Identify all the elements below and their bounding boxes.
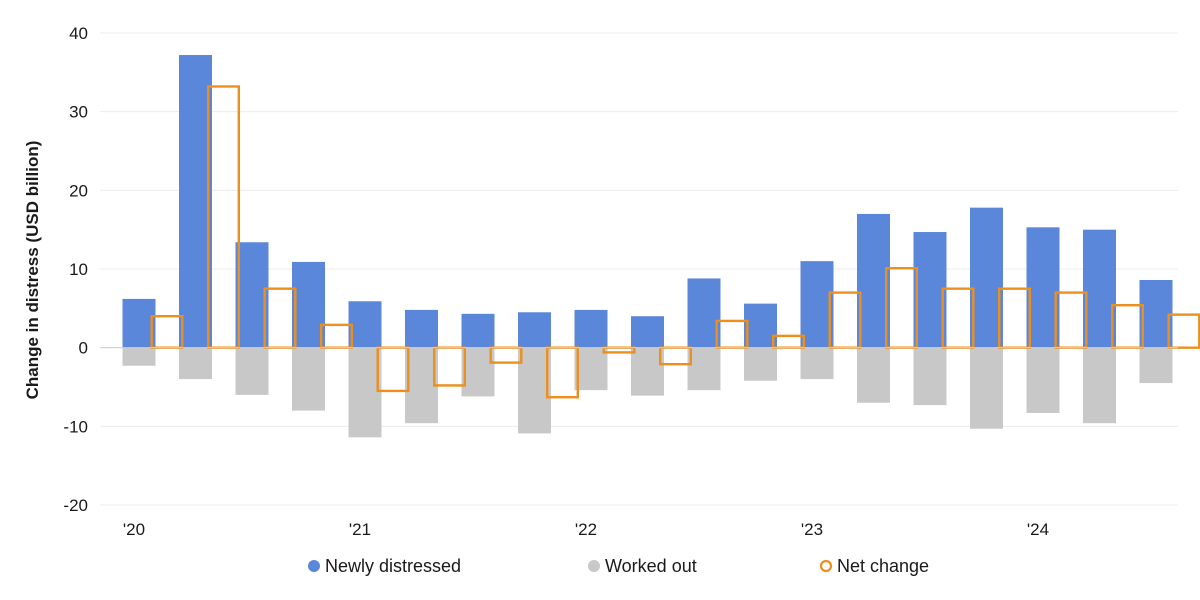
bar-net-change bbox=[376, 346, 410, 393]
bar-newly-distressed bbox=[122, 298, 156, 348]
bar-net-change bbox=[150, 315, 184, 349]
axis-layer: 40 30 20 10 0 -10 -20 '20 '21 '22 '23 '24 bbox=[63, 24, 1178, 539]
bar-worked-out bbox=[348, 347, 382, 438]
legend: Newly distressed Worked out Net change bbox=[308, 556, 929, 576]
y-tick-label: -10 bbox=[63, 417, 88, 436]
bar-worked-out bbox=[800, 347, 834, 380]
bar-net-change bbox=[828, 291, 862, 349]
bar-worked-out bbox=[631, 347, 664, 396]
bar-newly-distressed bbox=[461, 313, 495, 348]
bar-net-change bbox=[206, 85, 240, 349]
bar-worked-out bbox=[235, 347, 269, 395]
bar-newly-distressed bbox=[235, 242, 269, 348]
bar-newly-distressed bbox=[631, 316, 664, 348]
bar-net-change bbox=[433, 346, 467, 387]
bar-newly-distressed bbox=[518, 312, 551, 348]
bar-net-change bbox=[320, 323, 354, 349]
legend-marker bbox=[819, 559, 833, 573]
bar-worked-out bbox=[744, 347, 777, 381]
bar-worked-out bbox=[179, 347, 212, 380]
y-tick-label: 30 bbox=[69, 103, 88, 122]
legend-item-worked-out: Worked out bbox=[588, 556, 697, 576]
bar-newly-distressed bbox=[687, 278, 721, 348]
x-tick-label: '21 bbox=[349, 520, 371, 539]
bar-net-change bbox=[772, 334, 806, 349]
bar-worked-out bbox=[461, 347, 495, 397]
x-tick-label: '23 bbox=[801, 520, 823, 539]
bar-newly-distressed bbox=[800, 261, 834, 348]
grid-layer bbox=[100, 32, 1178, 506]
bar-net-change bbox=[1167, 313, 1200, 349]
bar-worked-out bbox=[122, 347, 156, 366]
y-axis-title: Change in distress (USD billion) bbox=[23, 141, 42, 400]
bar-newly-distressed bbox=[292, 261, 325, 348]
bar-net-change bbox=[263, 287, 297, 349]
bar-net-change bbox=[1054, 291, 1088, 349]
legend-label: Newly distressed bbox=[325, 556, 461, 576]
bar-net-change bbox=[659, 346, 693, 366]
bar-newly-distressed bbox=[405, 309, 438, 348]
x-tick-label: '24 bbox=[1027, 520, 1049, 539]
bar-newly-distressed bbox=[1083, 229, 1116, 348]
bar-worked-out bbox=[518, 347, 551, 434]
bar-worked-out bbox=[292, 347, 325, 411]
legend-label: Worked out bbox=[605, 556, 697, 576]
bar-newly-distressed bbox=[1139, 280, 1173, 348]
bar-worked-out bbox=[574, 347, 608, 391]
bar-newly-distressed bbox=[574, 309, 608, 348]
bar-newly-distressed bbox=[970, 207, 1003, 348]
bar-net-change bbox=[715, 319, 749, 349]
bar-worked-out bbox=[405, 347, 438, 424]
bar-worked-out bbox=[857, 347, 890, 403]
y-tick-label: 0 bbox=[79, 339, 88, 358]
x-tick-label: '22 bbox=[575, 520, 597, 539]
bar-newly-distressed bbox=[348, 301, 382, 348]
bar-net-change bbox=[546, 346, 580, 399]
bar-newly-distressed bbox=[857, 213, 890, 348]
y-tick-label: 10 bbox=[69, 260, 88, 279]
bar-newly-distressed bbox=[179, 55, 212, 348]
bar-worked-out bbox=[970, 347, 1003, 429]
bar-net-change bbox=[489, 346, 523, 364]
legend-marker bbox=[588, 560, 600, 572]
bar-newly-distressed bbox=[913, 232, 947, 348]
bar-net-change bbox=[1110, 303, 1144, 349]
bar-newly-distressed bbox=[744, 303, 777, 348]
bar-worked-out bbox=[1026, 347, 1060, 413]
legend-item-newly-distressed: Newly distressed bbox=[308, 556, 461, 576]
bar-worked-out bbox=[1139, 347, 1173, 384]
y-tick-label: -20 bbox=[63, 496, 88, 515]
legend-marker bbox=[308, 560, 320, 572]
legend-item-net-change: Net change bbox=[819, 556, 929, 576]
x-tick-label: '20 bbox=[123, 520, 145, 539]
bar-worked-out bbox=[913, 347, 947, 406]
y-tick-label: 40 bbox=[69, 24, 88, 43]
bar-worked-out bbox=[1083, 347, 1116, 424]
bar-net-change bbox=[941, 287, 975, 349]
bar-net-change bbox=[998, 287, 1032, 349]
legend-label: Net change bbox=[837, 556, 929, 576]
bar-net-change bbox=[602, 346, 636, 354]
bar-newly-distressed bbox=[1026, 227, 1060, 348]
bar-net-change bbox=[885, 267, 919, 349]
bar-worked-out bbox=[687, 347, 721, 391]
bars-layer bbox=[122, 55, 1200, 438]
y-tick-label: 20 bbox=[69, 181, 88, 200]
